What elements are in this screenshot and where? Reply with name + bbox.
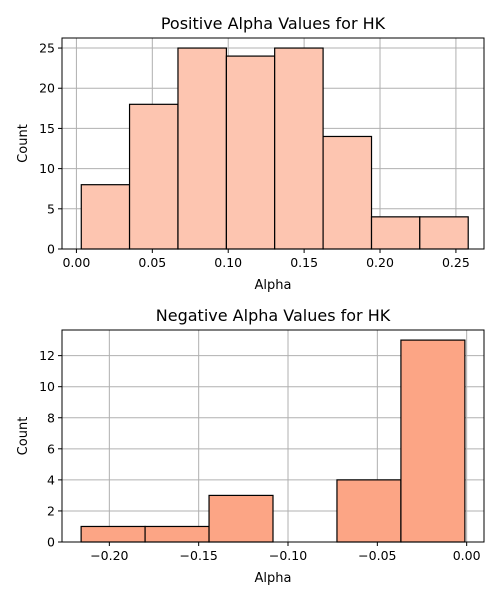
y-tick-label: 4 <box>47 472 55 487</box>
positive-alpha-histogram: Positive Alpha Values for HK 0.00 0.05 0.1… <box>16 14 485 293</box>
y-axis-label: Count <box>16 124 31 163</box>
x-tick-label: −0.20 <box>90 548 128 563</box>
chart-title: Positive Alpha Values for HK <box>161 14 386 33</box>
x-tick-label: 0.00 <box>62 255 90 270</box>
x-tick-label: 0.20 <box>366 255 394 270</box>
y-tick-label: 8 <box>47 410 55 425</box>
histogram-bar <box>322 135 373 250</box>
y-tick-label: 2 <box>47 503 55 518</box>
histogram-bar <box>144 525 210 543</box>
x-tick-label: 0.05 <box>138 255 166 270</box>
chart-title: Negative Alpha Values for HK <box>156 306 391 325</box>
histogram-bar <box>177 47 227 250</box>
y-tick-label: 0 <box>47 535 55 550</box>
y-tick-label: 6 <box>47 441 55 456</box>
y-tick-label: 10 <box>39 379 55 394</box>
x-tick-label: 0.00 <box>453 548 481 563</box>
histogram-bar <box>370 216 421 250</box>
histogram-bar <box>419 216 469 250</box>
y-tick-label: 12 <box>39 348 55 363</box>
negative-alpha-histogram: Negative Alpha Values for HK −0.20 −0.15 −… <box>16 306 485 586</box>
histogram-bar <box>80 184 131 250</box>
y-tick-label: 5 <box>47 201 55 216</box>
x-tick-label: −0.15 <box>180 548 218 563</box>
plot-frame <box>61 37 485 250</box>
x-axis-label: Alpha <box>255 278 292 293</box>
y-tick-label: 20 <box>39 81 55 96</box>
x-tick-label: 0.10 <box>214 255 242 270</box>
histogram-bar <box>208 494 274 543</box>
y-tick-label: 0 <box>47 242 55 257</box>
histogram-bar <box>400 339 466 543</box>
x-tick-label: 0.15 <box>290 255 318 270</box>
plot-frame <box>61 329 485 543</box>
y-tick-label: 15 <box>39 121 55 136</box>
y-tick-label: 25 <box>39 41 55 56</box>
x-axis-label: Alpha <box>255 571 292 586</box>
histogram-bar <box>80 525 146 543</box>
histogram-bar <box>225 55 276 250</box>
histogram-bar <box>274 47 324 250</box>
histogram-bar <box>336 479 402 543</box>
y-axis-label: Count <box>16 417 31 456</box>
x-tick-label: −0.05 <box>358 548 396 563</box>
histogram-bar <box>128 103 179 250</box>
x-tick-label: −0.10 <box>269 548 307 563</box>
x-tick-label: 0.25 <box>442 255 470 270</box>
y-tick-label: 10 <box>39 161 55 176</box>
